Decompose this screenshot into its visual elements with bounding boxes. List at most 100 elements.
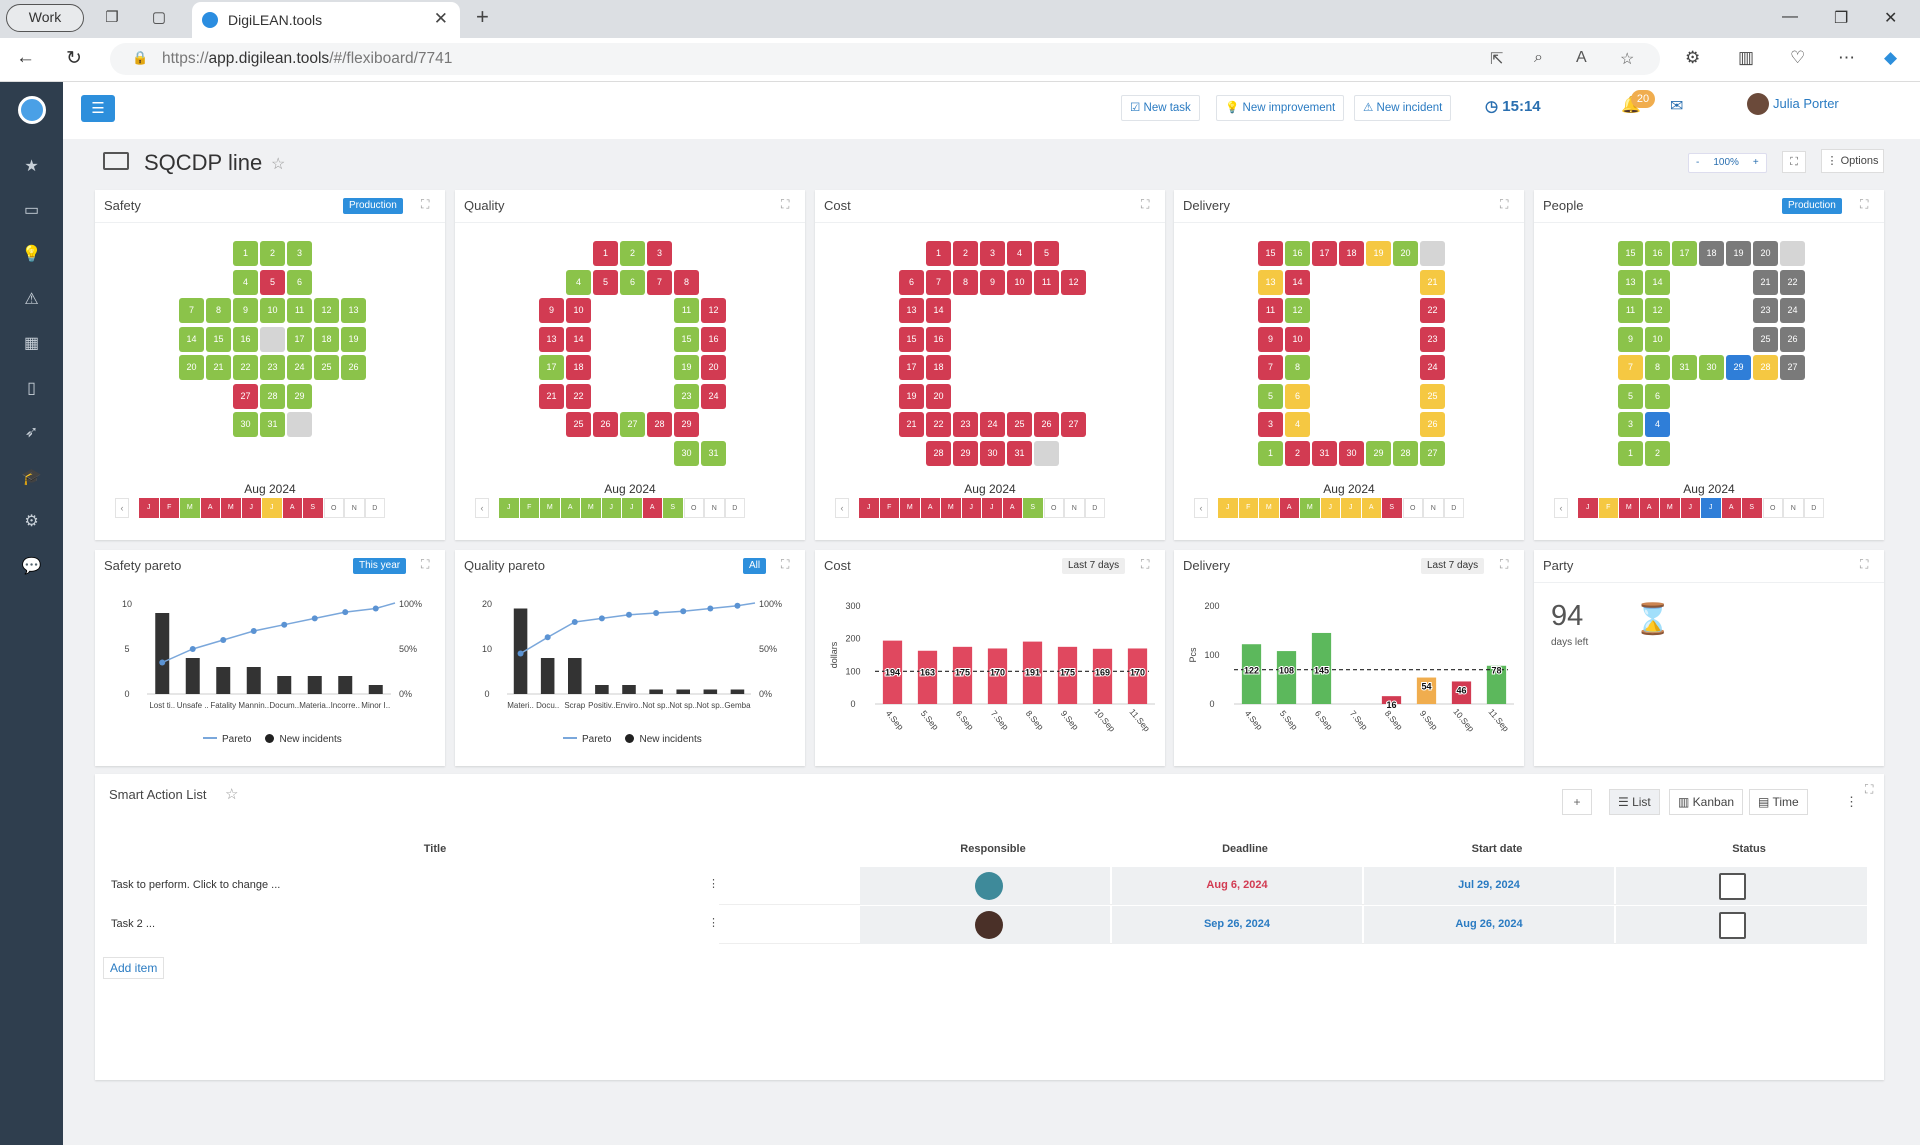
open-app-icon[interactable]: ⇱ (1490, 51, 1504, 68)
day-cell[interactable]: 28 (260, 383, 285, 409)
day-cell[interactable]: 8 (674, 269, 699, 295)
month-cell[interactable]: S (303, 498, 324, 518)
digilean-logo[interactable] (18, 96, 46, 124)
day-cell[interactable]: 14 (1645, 269, 1670, 295)
day-cell[interactable]: 22 (1780, 269, 1805, 295)
day-cell[interactable]: 30 (1699, 355, 1724, 380)
star-icon[interactable]: ☆ (271, 156, 286, 173)
expand-icon[interactable]: ⛶ (1500, 197, 1509, 211)
expand-icon[interactable]: ⛶ (1500, 557, 1509, 571)
start-date[interactable]: Jul 29, 2024 (1458, 879, 1520, 891)
day-cell[interactable]: 19 (1366, 241, 1391, 266)
table-row[interactable]: Task to perform. Click to change ... ⋮ A… (105, 867, 1867, 905)
day-cell[interactable]: 17 (1312, 241, 1337, 266)
day-cell[interactable]: 28 (647, 412, 672, 437)
read-aloud-icon[interactable]: A (1576, 49, 1587, 66)
day-cell[interactable]: 2 (620, 241, 645, 266)
day-cell[interactable]: 23 (953, 412, 978, 437)
month-cell[interactable]: A (1361, 498, 1382, 518)
expand-icon[interactable]: ⛶ (421, 197, 430, 211)
column-header-deadline[interactable]: Deadline (1222, 843, 1268, 855)
url-field[interactable]: 🔒 https://app.digilean.tools/#/flexiboar… (110, 43, 1660, 75)
day-cell[interactable]: 27 (233, 383, 258, 409)
day-cell[interactable]: 26 (1780, 326, 1805, 352)
month-cell[interactable]: D (1443, 498, 1464, 518)
day-cell[interactable]: 30 (980, 440, 1005, 466)
day-cell[interactable]: 12 (1285, 298, 1310, 323)
month-cell[interactable]: A (1721, 498, 1742, 518)
day-cell[interactable]: 25 (314, 355, 339, 380)
day-cell[interactable]: 21 (1753, 269, 1778, 295)
day-cell[interactable]: 5 (1258, 383, 1283, 409)
period-tag[interactable]: Last 7 days (1421, 558, 1485, 574)
month-cell[interactable]: N (1783, 498, 1804, 518)
copilot-icon[interactable]: ◆ (1884, 48, 1898, 67)
day-cell[interactable]: 21 (206, 355, 231, 380)
day-cell[interactable]: 1 (926, 241, 951, 266)
day-cell[interactable]: 5 (260, 269, 285, 295)
day-cell[interactable]: 19 (899, 383, 924, 409)
extensions-icon[interactable]: ⚙ (1685, 48, 1701, 67)
settings-icon[interactable]: ⚙ (24, 513, 39, 530)
month-cell[interactable]: O (323, 498, 344, 518)
month-cell[interactable]: A (560, 498, 581, 518)
month-cell[interactable]: M (221, 498, 242, 518)
day-cell[interactable]: 3 (1258, 412, 1283, 437)
day-cell[interactable]: 4 (1645, 412, 1670, 437)
day-cell[interactable]: 8 (953, 269, 978, 295)
expand-icon[interactable]: ⛶ (1860, 557, 1869, 571)
month-cell[interactable]: D (1803, 498, 1824, 518)
month-cell[interactable]: F (879, 498, 900, 518)
day-cell[interactable]: 26 (593, 412, 618, 437)
month-cell[interactable]: A (1639, 498, 1660, 518)
new-improvement-button[interactable]: 💡 New improvement (1216, 95, 1345, 121)
day-cell[interactable]: 13 (341, 298, 366, 323)
day-cell[interactable]: 18 (926, 355, 951, 380)
day-cell[interactable]: 31 (260, 412, 285, 437)
month-cell[interactable]: A (1002, 498, 1023, 518)
day-cell[interactable]: 27 (1061, 412, 1086, 437)
previous-year-button[interactable]: ‹ (115, 498, 129, 518)
day-cell[interactable]: 1 (1258, 440, 1283, 466)
month-cell[interactable]: M (540, 498, 561, 518)
day-cell[interactable]: 7 (1258, 355, 1283, 380)
month-cell[interactable]: A (1279, 498, 1300, 518)
kanban-view-button[interactable]: ▥ Kanban (1669, 789, 1744, 815)
month-cell[interactable]: J (622, 498, 643, 518)
day-cell[interactable]: 23 (1753, 298, 1778, 323)
day-cell[interactable]: 10 (1645, 326, 1670, 352)
day-cell[interactable]: 22 (1420, 298, 1445, 323)
column-header-title[interactable]: Title (423, 843, 447, 855)
new-task-button[interactable]: ☑ New task (1121, 95, 1200, 121)
day-cell[interactable]: 6 (1285, 383, 1310, 409)
month-cell[interactable]: N (1064, 498, 1085, 518)
day-cell[interactable]: 17 (1672, 241, 1697, 266)
day-cell[interactable]: 19 (341, 326, 366, 352)
day-cell[interactable]: 16 (233, 326, 258, 352)
tab-actions-icon[interactable]: ▢ (151, 9, 167, 26)
day-cell[interactable]: 4 (566, 269, 591, 295)
month-cell[interactable]: M (180, 498, 201, 518)
day-cell[interactable]: 30 (674, 440, 699, 466)
day-cell[interactable]: 29 (1366, 440, 1391, 466)
day-cell[interactable]: 15 (1618, 241, 1643, 266)
day-cell[interactable]: 24 (701, 383, 726, 409)
options-button[interactable]: ⋮ Options (1821, 149, 1884, 173)
task-title[interactable]: Task 2 ... (111, 918, 156, 930)
day-cell[interactable]: 12 (1645, 298, 1670, 323)
month-cell[interactable]: J (1680, 498, 1701, 518)
day-cell[interactable]: 29 (674, 412, 699, 437)
day-cell[interactable]: 5 (1618, 383, 1643, 409)
day-cell[interactable]: 12 (314, 298, 339, 323)
day-cell[interactable]: 14 (179, 326, 204, 352)
day-cell[interactable]: 29 (953, 440, 978, 466)
day-cell[interactable]: 19 (1726, 241, 1751, 266)
month-cell[interactable]: S (663, 498, 684, 518)
month-cell[interactable]: M (1259, 498, 1280, 518)
star-icon[interactable]: ★ (24, 158, 39, 175)
expand-icon[interactable]: ⛶ (781, 557, 790, 571)
month-cell[interactable]: A (282, 498, 303, 518)
expand-icon[interactable]: ⛶ (421, 557, 430, 571)
previous-year-button[interactable]: ‹ (1194, 498, 1208, 518)
day-cell[interactable]: 31 (1007, 440, 1032, 466)
